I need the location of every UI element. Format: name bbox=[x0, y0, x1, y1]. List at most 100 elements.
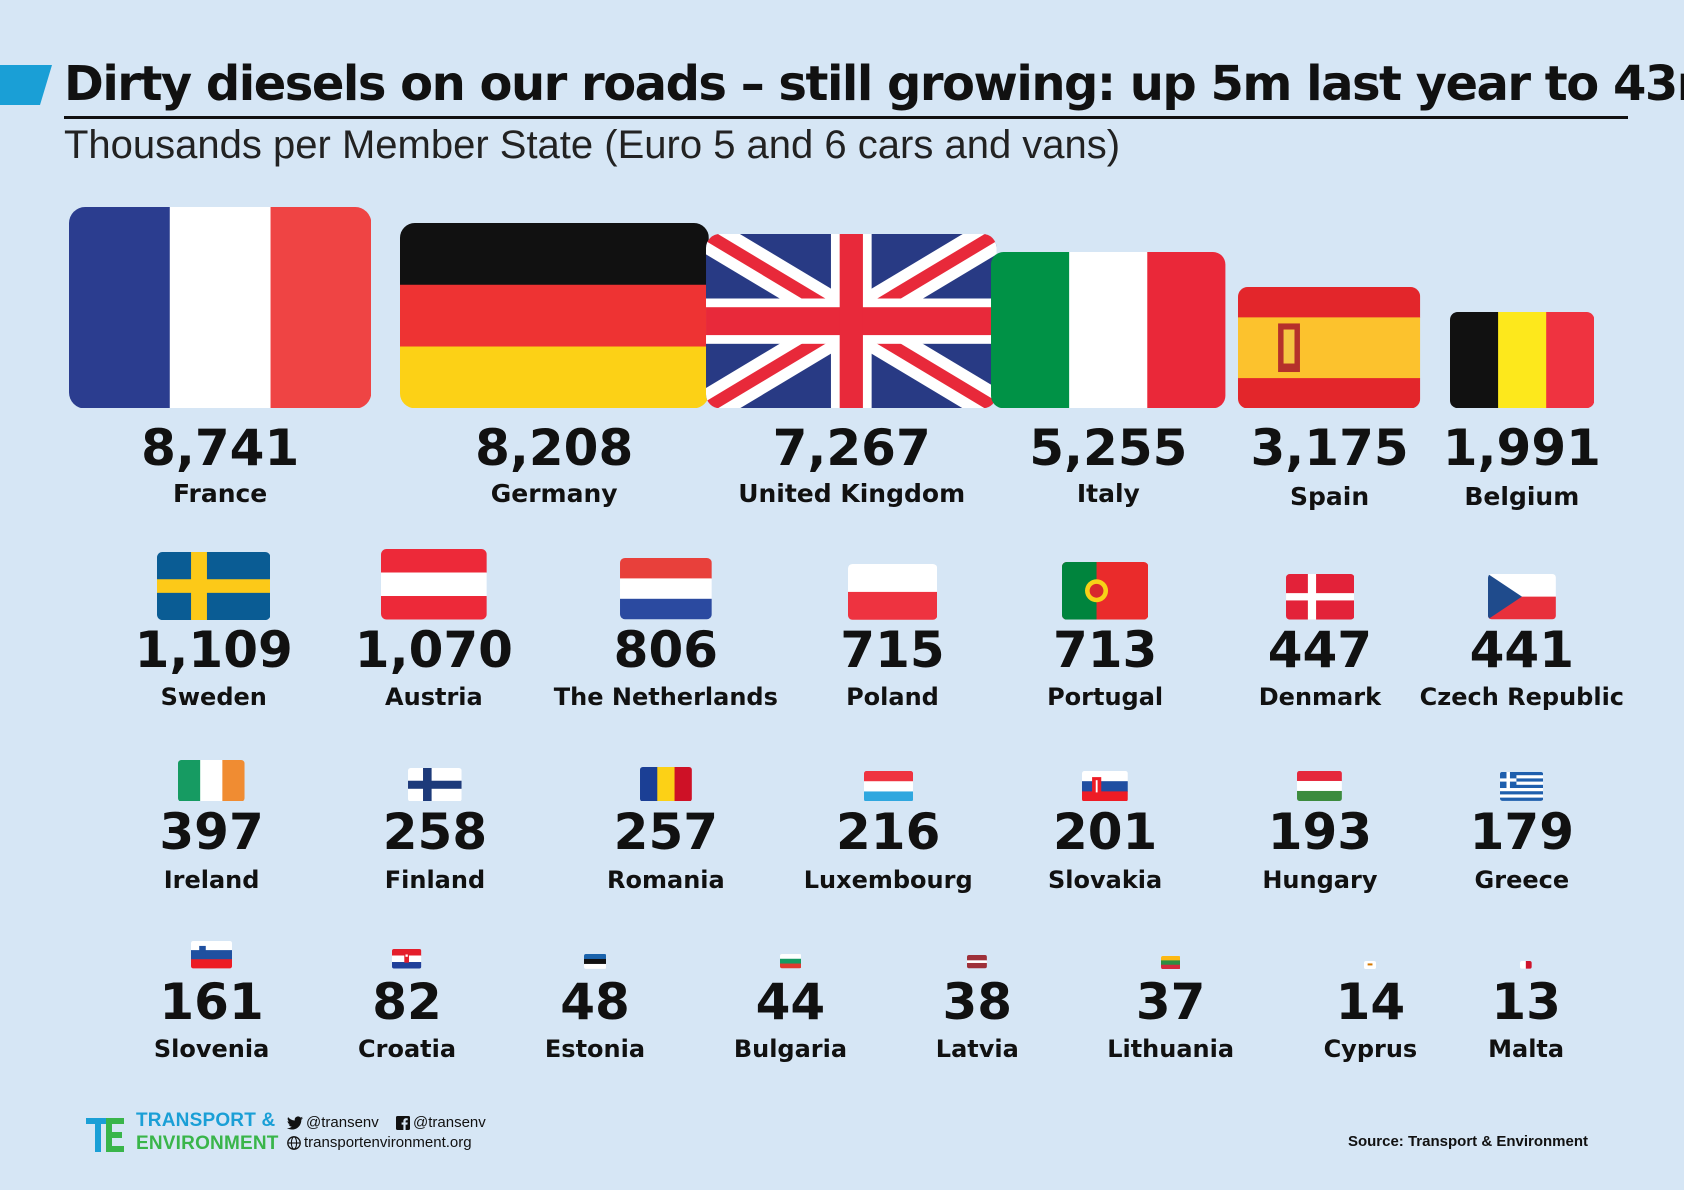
country-name-label: Italy bbox=[1076, 478, 1140, 508]
value-label: 38 bbox=[942, 973, 1013, 1032]
value-label: 8,208 bbox=[475, 419, 634, 477]
value-label: 37 bbox=[1135, 973, 1206, 1032]
malta-flag-icon bbox=[1520, 960, 1532, 969]
value-label: 447 bbox=[1267, 620, 1373, 679]
title-underline bbox=[64, 116, 1628, 119]
uk-flag-icon bbox=[706, 233, 997, 409]
france-flag-icon bbox=[69, 206, 372, 409]
twitter-handle[interactable]: @transenv bbox=[287, 1114, 379, 1131]
te-logo-icon bbox=[86, 1118, 124, 1152]
value-label: 193 bbox=[1267, 803, 1373, 862]
country-name-label: Croatia bbox=[358, 1035, 457, 1064]
country-name-label: Cyprus bbox=[1323, 1035, 1418, 1064]
country-name-label: Estonia bbox=[544, 1035, 646, 1064]
country-name-label: Poland bbox=[846, 683, 939, 712]
logo-text-line1: TRANSPORT & bbox=[136, 1110, 276, 1131]
poland-flag-icon bbox=[847, 563, 938, 620]
value-label: 1,109 bbox=[134, 620, 293, 679]
italy-flag-icon bbox=[991, 251, 1226, 409]
country-name-label: United Kingdom bbox=[738, 478, 966, 508]
germany-flag-icon bbox=[399, 222, 709, 409]
croatia-flag-icon bbox=[392, 949, 422, 969]
hungary-flag-icon bbox=[1297, 771, 1343, 802]
country-name-label: Denmark bbox=[1258, 683, 1382, 712]
austria-flag-icon bbox=[380, 549, 487, 620]
luxembourg-flag-icon bbox=[863, 770, 913, 802]
value-label: 13 bbox=[1491, 973, 1561, 1032]
country-name-label: Czech Republic bbox=[1419, 683, 1625, 712]
czech-flag-icon bbox=[1487, 574, 1556, 620]
value-label: 713 bbox=[1052, 620, 1158, 679]
value-label: 8,741 bbox=[141, 419, 300, 477]
country-name-label: Finland bbox=[384, 865, 486, 894]
country-name-label: Sweden bbox=[160, 683, 267, 712]
country-name-label: Latvia bbox=[935, 1035, 1019, 1064]
greece-flag-icon bbox=[1500, 772, 1544, 802]
country-name-label: Luxembourg bbox=[803, 865, 973, 894]
netherlands-flag-icon bbox=[619, 558, 712, 620]
lithuania-flag-icon bbox=[1160, 955, 1181, 969]
chart-title: Dirty diesels on our roads – still growi… bbox=[64, 56, 1684, 112]
country-name-label: Malta bbox=[1488, 1035, 1565, 1064]
country-name-label: Hungary bbox=[1262, 865, 1378, 894]
country-name-label: Lithuania bbox=[1107, 1035, 1235, 1064]
facebook-handle[interactable]: @transenv bbox=[396, 1114, 486, 1131]
value-label: 5,255 bbox=[1029, 419, 1188, 477]
globe-icon bbox=[287, 1136, 301, 1150]
value-label: 806 bbox=[613, 620, 719, 679]
country-name-label: Slovakia bbox=[1048, 865, 1163, 894]
value-label: 161 bbox=[159, 973, 264, 1032]
latvia-flag-icon bbox=[967, 955, 988, 969]
estonia-flag-icon bbox=[583, 953, 607, 969]
country-name-label: Slovenia bbox=[153, 1035, 270, 1064]
sweden-flag-icon bbox=[156, 551, 271, 620]
website-text: transportenvironment.org bbox=[304, 1134, 472, 1151]
spain-flag-icon bbox=[1238, 286, 1421, 409]
facebook-icon bbox=[396, 1116, 410, 1131]
value-label: 14 bbox=[1335, 973, 1406, 1032]
website-link[interactable]: transportenvironment.org bbox=[287, 1134, 472, 1151]
value-label: 82 bbox=[372, 973, 442, 1032]
twitter-handle-text: @transenv bbox=[306, 1114, 379, 1131]
country-name-label: Austria bbox=[385, 683, 483, 712]
country-name-label: Romania bbox=[607, 865, 725, 894]
chart-subtitle: Thousands per Member State (Euro 5 and 6… bbox=[64, 123, 1121, 167]
country-name-label: Belgium bbox=[1464, 482, 1580, 512]
portugal-flag-icon bbox=[1061, 562, 1149, 620]
value-label: 397 bbox=[159, 803, 264, 862]
value-label: 201 bbox=[1052, 803, 1158, 862]
ireland-flag-icon bbox=[178, 759, 245, 802]
slovenia-flag-icon bbox=[191, 941, 233, 969]
value-label: 48 bbox=[560, 973, 630, 1032]
value-label: 7,267 bbox=[772, 419, 931, 477]
value-label: 179 bbox=[1469, 803, 1575, 862]
twitter-icon bbox=[287, 1116, 303, 1130]
belgium-flag-icon bbox=[1449, 311, 1594, 409]
header-accent-tab bbox=[0, 65, 52, 105]
denmark-flag-icon bbox=[1285, 574, 1355, 620]
value-label: 441 bbox=[1469, 620, 1575, 679]
country-name-label: Spain bbox=[1290, 482, 1370, 512]
value-label: 715 bbox=[840, 620, 945, 679]
country-name-label: The Netherlands bbox=[553, 683, 778, 712]
slovakia-flag-icon bbox=[1082, 770, 1129, 802]
country-name-label: Ireland bbox=[163, 865, 260, 894]
country-name-label: Germany bbox=[490, 478, 618, 508]
value-label: 3,175 bbox=[1250, 419, 1409, 477]
country-name-label: Bulgaria bbox=[733, 1035, 848, 1064]
country-name-label: France bbox=[173, 478, 268, 508]
bulgaria-flag-icon bbox=[779, 954, 802, 969]
value-label: 1,991 bbox=[1442, 419, 1601, 477]
cyprus-flag-icon bbox=[1364, 960, 1377, 969]
source-note: Source: Transport & Environment bbox=[1347, 1133, 1588, 1150]
value-label: 257 bbox=[613, 803, 719, 862]
value-label: 258 bbox=[382, 803, 488, 862]
finland-flag-icon bbox=[408, 767, 462, 802]
logo-text-line2: ENVIRONMENT bbox=[136, 1133, 279, 1154]
value-label: 1,070 bbox=[354, 620, 513, 679]
facebook-handle-text: @transenv bbox=[413, 1114, 486, 1131]
value-label: 44 bbox=[755, 973, 826, 1032]
country-name-label: Portugal bbox=[1047, 683, 1164, 712]
country-name-label: Greece bbox=[1474, 865, 1570, 894]
